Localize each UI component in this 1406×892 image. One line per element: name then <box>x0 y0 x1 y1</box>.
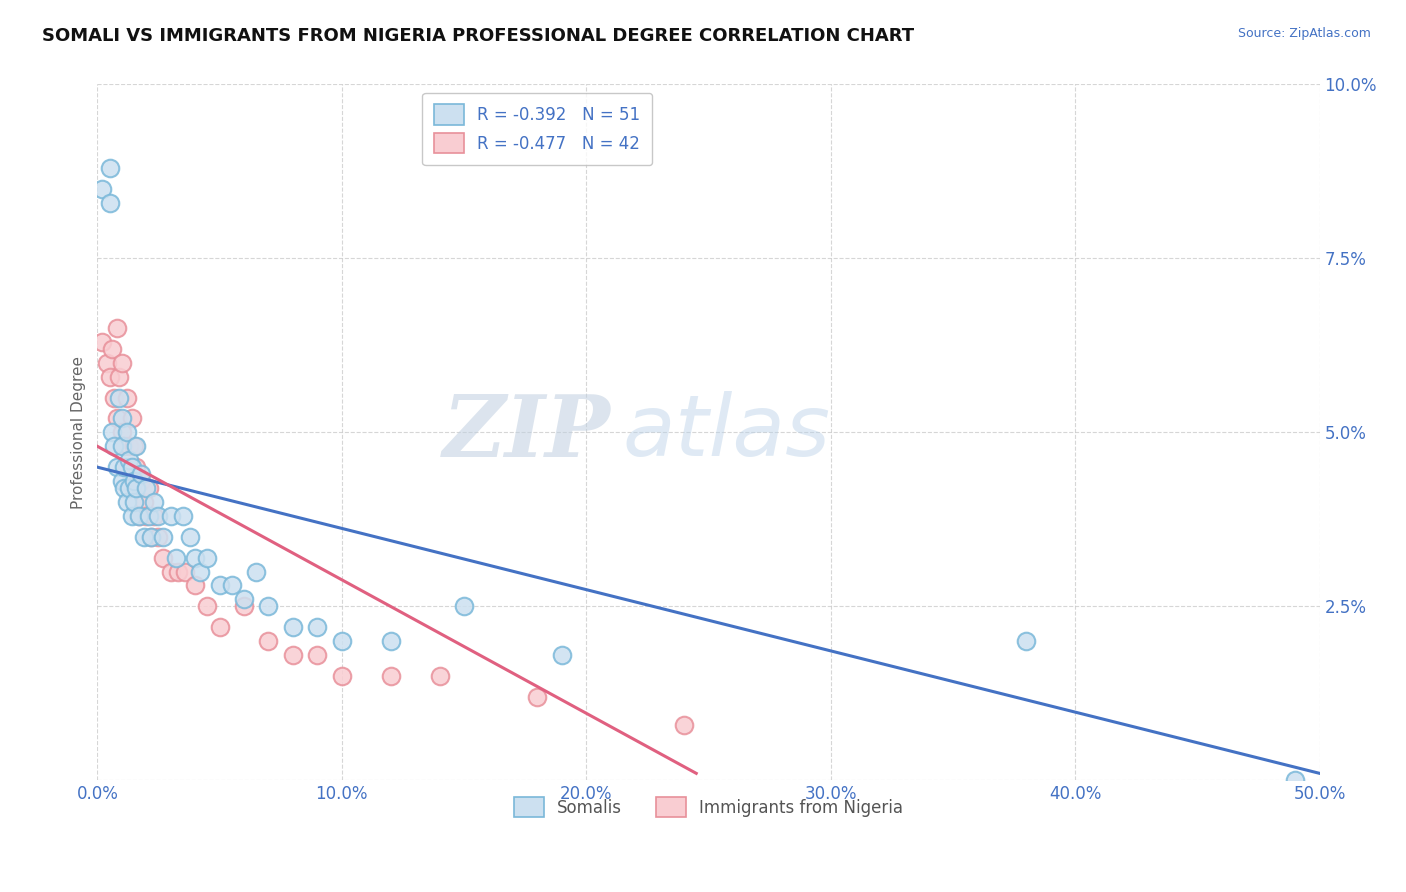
Point <box>142 495 165 509</box>
Point <box>135 508 157 523</box>
Point <box>526 690 548 704</box>
Point <box>118 439 141 453</box>
Text: ZIP: ZIP <box>443 391 610 475</box>
Text: SOMALI VS IMMIGRANTS FROM NIGERIA PROFESSIONAL DEGREE CORRELATION CHART: SOMALI VS IMMIGRANTS FROM NIGERIA PROFES… <box>42 27 914 45</box>
Point <box>103 439 125 453</box>
Point <box>121 508 143 523</box>
Point <box>138 481 160 495</box>
Point <box>128 508 150 523</box>
Point <box>208 578 231 592</box>
Point <box>257 599 280 614</box>
Point <box>128 508 150 523</box>
Point <box>135 481 157 495</box>
Point <box>108 369 131 384</box>
Point <box>105 460 128 475</box>
Point <box>184 578 207 592</box>
Point <box>115 460 138 475</box>
Point <box>91 334 114 349</box>
Point <box>330 634 353 648</box>
Point <box>115 495 138 509</box>
Point <box>125 460 148 475</box>
Point <box>172 508 194 523</box>
Legend: Somalis, Immigrants from Nigeria: Somalis, Immigrants from Nigeria <box>508 790 910 824</box>
Point <box>174 565 197 579</box>
Point <box>195 550 218 565</box>
Point <box>307 620 329 634</box>
Point <box>380 634 402 648</box>
Point <box>245 565 267 579</box>
Point <box>111 474 134 488</box>
Point <box>122 439 145 453</box>
Point <box>139 530 162 544</box>
Point <box>105 321 128 335</box>
Point <box>1015 634 1038 648</box>
Point <box>208 620 231 634</box>
Point <box>159 565 181 579</box>
Point <box>122 474 145 488</box>
Y-axis label: Professional Degree: Professional Degree <box>72 356 86 508</box>
Point <box>551 648 574 662</box>
Point <box>101 425 124 440</box>
Text: atlas: atlas <box>623 391 831 474</box>
Point <box>121 411 143 425</box>
Point <box>91 182 114 196</box>
Point <box>112 460 135 475</box>
Point <box>152 550 174 565</box>
Point <box>118 453 141 467</box>
Point <box>148 508 170 523</box>
Point <box>152 530 174 544</box>
Point <box>111 411 134 425</box>
Point <box>221 578 243 592</box>
Point <box>159 508 181 523</box>
Point <box>139 530 162 544</box>
Point <box>281 620 304 634</box>
Point <box>165 550 187 565</box>
Point <box>125 481 148 495</box>
Point <box>125 439 148 453</box>
Point <box>673 717 696 731</box>
Point <box>380 669 402 683</box>
Point <box>112 439 135 453</box>
Point <box>111 356 134 370</box>
Text: Source: ZipAtlas.com: Source: ZipAtlas.com <box>1237 27 1371 40</box>
Point <box>112 481 135 495</box>
Point <box>257 634 280 648</box>
Point <box>122 481 145 495</box>
Point <box>148 530 170 544</box>
Point <box>115 425 138 440</box>
Point <box>142 508 165 523</box>
Point <box>429 669 451 683</box>
Point <box>108 391 131 405</box>
Point <box>98 161 121 175</box>
Point <box>453 599 475 614</box>
Point <box>281 648 304 662</box>
Point <box>103 391 125 405</box>
Point <box>132 530 155 544</box>
Point <box>1284 773 1306 788</box>
Point <box>131 467 153 482</box>
Point <box>132 495 155 509</box>
Point <box>111 439 134 453</box>
Point <box>115 391 138 405</box>
Point <box>233 599 256 614</box>
Point <box>184 550 207 565</box>
Point <box>307 648 329 662</box>
Point <box>98 195 121 210</box>
Point <box>98 369 121 384</box>
Point <box>101 342 124 356</box>
Point <box>111 425 134 440</box>
Point <box>121 460 143 475</box>
Point <box>138 508 160 523</box>
Point <box>330 669 353 683</box>
Point <box>122 495 145 509</box>
Point <box>118 481 141 495</box>
Point <box>179 530 201 544</box>
Point <box>96 356 118 370</box>
Point <box>188 565 211 579</box>
Point <box>233 592 256 607</box>
Point <box>195 599 218 614</box>
Point <box>167 565 190 579</box>
Point <box>105 411 128 425</box>
Point <box>131 474 153 488</box>
